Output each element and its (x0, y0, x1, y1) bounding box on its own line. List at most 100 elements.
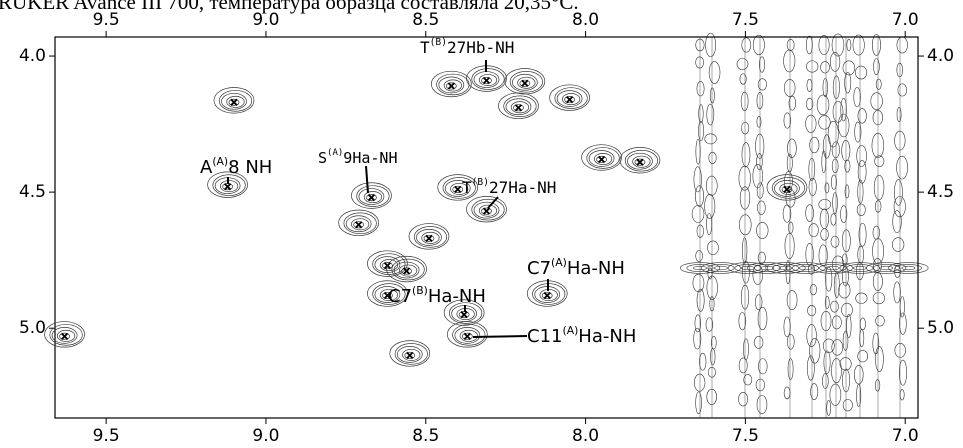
stripe-contour (743, 374, 753, 386)
stripe-contour (856, 384, 862, 407)
peak-contour (556, 90, 583, 107)
stripe-contour (822, 78, 828, 97)
peak-marker (454, 185, 462, 194)
stripe-contour (818, 35, 830, 55)
peak-marker (447, 82, 455, 90)
annotation-text: Ha-NH (428, 286, 486, 307)
stripe-contour (740, 91, 749, 112)
stripe-contour (679, 262, 721, 274)
peak-contour (449, 302, 483, 324)
stripe-contour (707, 267, 713, 280)
stripe-contour (874, 200, 882, 213)
annotation-text: T (420, 38, 430, 57)
stripe-contour (820, 311, 832, 331)
peak-contour (596, 155, 607, 164)
peak-contour (442, 177, 476, 199)
peak-marker (482, 76, 491, 85)
x-tick-label: 9.5 (93, 426, 120, 446)
peak-marker (783, 185, 791, 194)
stripe-contour (757, 251, 766, 264)
stripe-contour (741, 121, 750, 135)
figure-caption: RUKER Avance III 700, температура образц… (0, 0, 579, 14)
stripe-contour (879, 265, 894, 271)
annotation-text: A (200, 157, 213, 178)
stripe-contour (808, 223, 819, 238)
peak-contour (588, 150, 615, 167)
peak-contour (437, 174, 479, 201)
x-tick-label-top: 9.5 (93, 10, 120, 30)
peak-contour (438, 76, 465, 94)
stripe-contour (831, 339, 844, 356)
stripe-contour (875, 78, 882, 90)
stripe-contour (825, 266, 833, 292)
stripe-contour (854, 121, 862, 143)
stripe-contour (758, 56, 765, 73)
peak-contour (503, 95, 537, 118)
stripe-contour (740, 284, 750, 310)
stripe-contour (831, 33, 845, 57)
stripe-contour (899, 296, 905, 318)
peak-contour (781, 185, 793, 193)
x-tick-label: 9.0 (252, 426, 279, 446)
peak-contour (49, 324, 83, 346)
peak-marker (355, 221, 363, 229)
peak-contour (398, 264, 418, 277)
peak-contour (393, 261, 420, 279)
stripe-contour (855, 65, 868, 80)
stripe-contour (857, 160, 867, 184)
stripe-contour (859, 317, 866, 331)
peak-marker (60, 332, 69, 340)
stripe-contour (872, 264, 900, 272)
stripe-contour (756, 116, 762, 128)
stripe-contour (705, 317, 714, 332)
stripe-contour (820, 61, 830, 74)
peak-contour (421, 231, 440, 244)
peak-contour (228, 98, 240, 106)
stripe-contour (756, 92, 764, 110)
stripe-contour (829, 52, 841, 72)
x-tick-label: 7.0 (892, 426, 919, 446)
stripe-contour (736, 58, 749, 70)
stripe-contour (798, 265, 813, 271)
peak-contour (512, 73, 538, 91)
stripe-contour (695, 38, 705, 52)
peak-contour (624, 149, 659, 172)
background-stripes (679, 32, 929, 418)
peak-marker (367, 193, 376, 202)
stripe-contour (709, 296, 715, 312)
stripe-contour (855, 292, 868, 304)
peak-contour (446, 321, 488, 348)
stripe-contour (824, 182, 830, 194)
peak-marker (383, 291, 392, 300)
stripe-contour (871, 34, 881, 56)
stripe-contour (831, 141, 840, 159)
stripe-contour (792, 264, 820, 272)
peak-contour (382, 291, 393, 300)
stripe-contour (695, 185, 705, 207)
annotation: S(A)9Ha-NH (318, 148, 397, 167)
stripe-contour (704, 193, 716, 219)
peak-contour (367, 250, 408, 277)
stripe-contour (841, 302, 853, 317)
stripe-contour (784, 232, 795, 259)
peak-contour (221, 92, 247, 110)
peak-contour (452, 185, 464, 193)
stripe-contour (818, 244, 828, 267)
peak-contour (627, 152, 653, 170)
peak-contour (634, 158, 646, 166)
peak-marker (521, 79, 529, 87)
stripe-contour (785, 260, 791, 285)
peak-contour (774, 180, 800, 197)
stripe-contour (755, 133, 765, 159)
peak-contour (345, 215, 372, 233)
x-tick-label: 8.5 (412, 426, 439, 446)
stripe-contour (707, 366, 716, 378)
annotation-text: 27Ha-NH (489, 178, 556, 197)
peak-contour (218, 90, 253, 112)
stripe-contour (875, 315, 885, 327)
peak-contour (408, 223, 450, 250)
annotation-text: C7 (388, 286, 412, 307)
peak-contour (554, 87, 588, 109)
peak-contour (226, 95, 245, 108)
stripe-contour (841, 229, 851, 253)
